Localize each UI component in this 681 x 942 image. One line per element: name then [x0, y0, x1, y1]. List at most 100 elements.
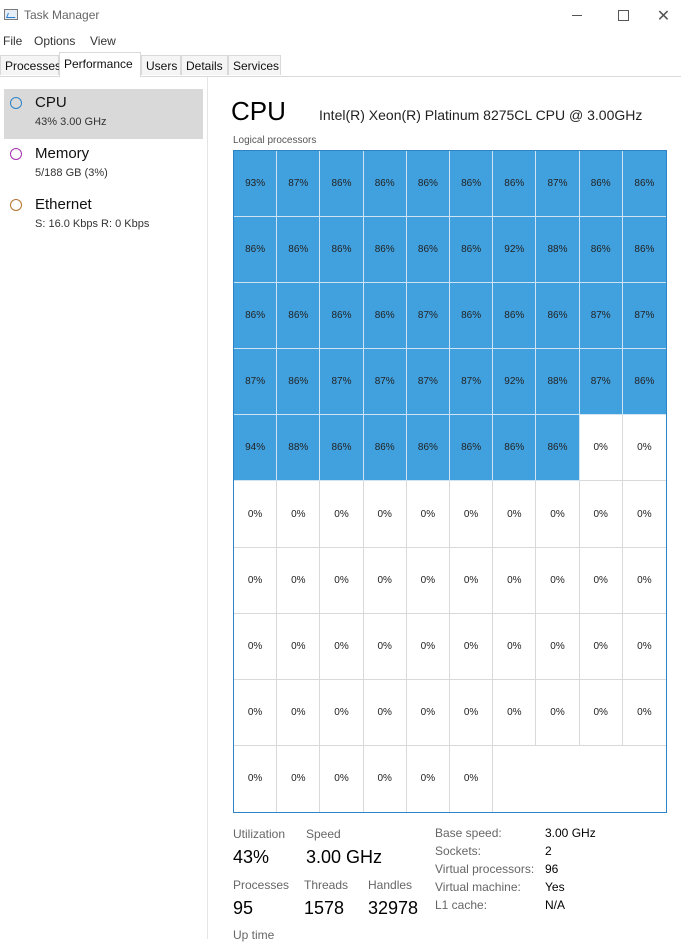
threads-value: 1578 [304, 898, 345, 918]
logical-processor-cell: 86% [406, 415, 450, 482]
sockets-label: Sockets: [435, 844, 482, 858]
virtual-processors-value: 96 [545, 862, 559, 876]
logical-processor-cell: 0% [493, 481, 537, 548]
logical-processor-cell: 0% [450, 547, 494, 614]
menu-bar: File Options View [0, 32, 681, 50]
logical-processor-cell: 87% [579, 349, 623, 416]
sidebar-item-cpu[interactable]: CPU 43% 3.00 GHz [4, 89, 203, 139]
logical-processor-cell: 0% [277, 613, 321, 680]
logical-processor-cell: 87% [406, 283, 450, 350]
logical-processor-cell: 0% [277, 481, 321, 548]
l1-cache-value: N/A [545, 898, 566, 912]
logical-processor-cell: 86% [450, 283, 494, 350]
logical-processor-cell: 0% [320, 481, 364, 548]
logical-processor-cell: 0% [536, 679, 580, 746]
sockets-value: 2 [545, 844, 552, 858]
sidebar-item-ethernet[interactable]: Ethernet S: 16.0 Kbps R: 0 Kbps [4, 191, 203, 241]
empty-grid-cell [493, 746, 536, 812]
uptime-label: Up time [233, 928, 275, 942]
empty-grid-cell [580, 746, 623, 812]
logical-processor-cell: 86% [536, 415, 580, 482]
tab-users[interactable]: Users [141, 55, 181, 75]
logical-processor-cell: 86% [320, 283, 364, 350]
empty-grid-cell [623, 746, 666, 812]
logical-processor-cell: 0% [320, 745, 364, 812]
virtual-processors-label: Virtual processors: [435, 862, 535, 876]
logical-processor-cell: 0% [406, 679, 450, 746]
l1-cache-label: L1 cache: [435, 898, 488, 912]
logical-processor-cell: 88% [277, 415, 321, 482]
logical-processor-cell: 0% [622, 548, 666, 614]
menu-file[interactable]: File [3, 34, 23, 48]
logical-processor-cell: 87% [406, 349, 450, 416]
menu-view[interactable]: View [90, 34, 116, 48]
base-speed-value: 3.00 GHz [545, 826, 596, 840]
page-title: CPU [231, 96, 286, 126]
logical-processor-cell: 94% [234, 415, 278, 482]
logical-processor-cell: 87% [450, 349, 494, 416]
logical-processor-cell: 0% [622, 481, 666, 548]
logical-processor-cell: 86% [363, 283, 407, 350]
logical-processor-cell: 0% [579, 415, 623, 482]
logical-processor-cell: 0% [234, 613, 278, 680]
logical-processor-cell: 86% [579, 151, 623, 218]
logical-processor-cell: 0% [363, 481, 407, 548]
handles-value: 32978 [368, 898, 419, 918]
logical-processor-cell: 92% [493, 217, 537, 284]
logical-processor-cell: 92% [493, 349, 537, 416]
logical-processor-cell: 86% [234, 283, 278, 350]
logical-processor-cell: 0% [277, 547, 321, 614]
logical-processor-cell: 0% [277, 679, 321, 746]
logical-processor-cell: 0% [277, 745, 321, 812]
logical-processor-cell: 0% [622, 680, 666, 746]
sidebar-item-label: CPU [35, 94, 67, 111]
close-button[interactable]: ✕ [646, 0, 681, 31]
close-icon: ✕ [656, 7, 671, 25]
logical-processor-cell: 0% [579, 613, 623, 680]
cpu-graph-icon [10, 97, 22, 109]
tab-performance[interactable]: Performance [59, 52, 141, 77]
logical-processor-cell: 0% [406, 613, 450, 680]
logical-processor-cell: 0% [450, 679, 494, 746]
processes-label: Processes [233, 878, 290, 892]
logical-processor-cell: 86% [363, 415, 407, 482]
logical-processor-cell: 88% [536, 349, 580, 416]
sidebar: CPU 43% 3.00 GHz Memory 5/188 GB (3%) Et… [0, 77, 208, 939]
logical-processor-cell: 86% [277, 349, 321, 416]
cpu-model-name: Intel(R) Xeon(R) Platinum 8275CL CPU @ 3… [319, 107, 643, 123]
logical-processor-cell: 86% [450, 151, 494, 218]
tab-processes[interactable]: Processes [0, 55, 61, 75]
virtual-machine-label: Virtual machine: [435, 880, 521, 894]
logical-processors-label: Logical processors [233, 135, 317, 146]
tab-bar: Processes Performance Users Details Serv… [0, 52, 681, 77]
threads-label: Threads [304, 878, 349, 892]
logical-processor-cell: 86% [320, 217, 364, 284]
logical-processor-cell: 86% [493, 151, 537, 218]
logical-processor-cell: 0% [320, 613, 364, 680]
sidebar-item-memory[interactable]: Memory 5/188 GB (3%) [4, 140, 203, 190]
logical-processor-cell: 0% [363, 547, 407, 614]
maximize-button[interactable] [600, 0, 646, 31]
handles-label: Handles [368, 878, 413, 892]
logical-processor-cell: 86% [406, 217, 450, 284]
logical-processor-cell: 87% [320, 349, 364, 416]
logical-processor-cell: 0% [363, 679, 407, 746]
logical-processor-cell: 86% [320, 151, 364, 218]
logical-processor-cell: 87% [579, 283, 623, 350]
logical-processor-cell: 0% [579, 481, 623, 548]
tab-details[interactable]: Details [181, 55, 228, 75]
utilization-value: 43% [233, 847, 270, 867]
logical-processor-cell: 0% [536, 613, 580, 680]
base-speed-label: Base speed: [435, 826, 502, 840]
logical-processor-cell: 0% [622, 614, 666, 680]
logical-processor-cell: 87% [536, 151, 580, 218]
speed-label: Speed [306, 827, 341, 841]
tab-services[interactable]: Services [228, 55, 281, 75]
minimize-button[interactable] [554, 0, 600, 31]
menu-options[interactable]: Options [34, 34, 76, 48]
logical-processor-cell: 86% [622, 349, 666, 416]
sidebar-item-sub: S: 16.0 Kbps R: 0 Kbps [35, 218, 150, 230]
logical-processor-cell: 87% [363, 349, 407, 416]
logical-processor-cell: 93% [234, 151, 278, 218]
logical-processor-cell: 0% [536, 547, 580, 614]
